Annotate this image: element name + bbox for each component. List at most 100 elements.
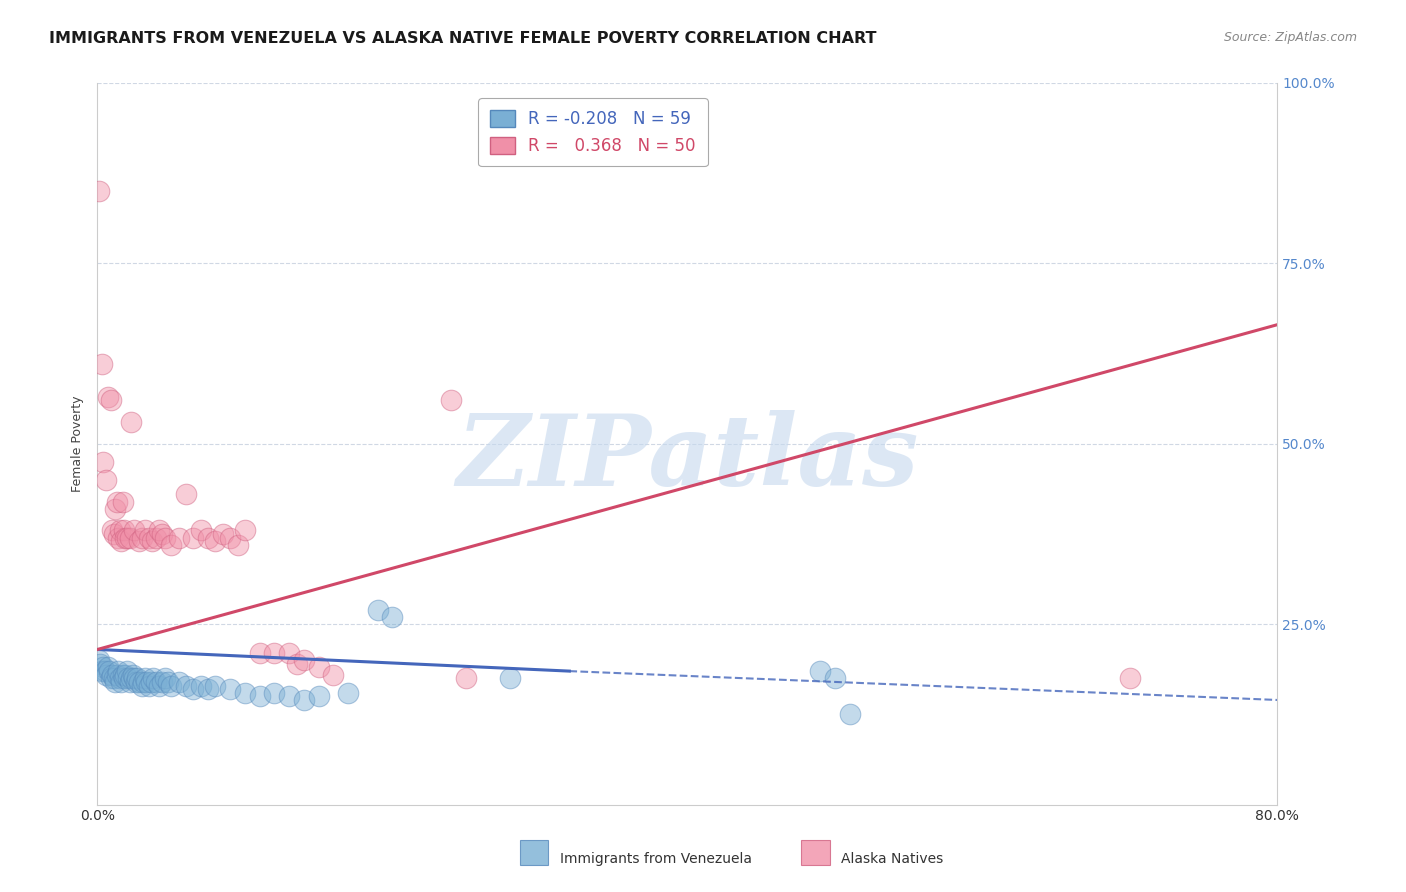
Point bbox=[104, 501, 127, 516]
Point bbox=[87, 653, 110, 667]
Point bbox=[337, 686, 360, 700]
Point bbox=[96, 473, 118, 487]
Point bbox=[150, 527, 173, 541]
Point bbox=[108, 524, 131, 538]
Point bbox=[134, 524, 156, 538]
Point bbox=[103, 527, 125, 541]
Point bbox=[292, 693, 315, 707]
Point bbox=[322, 667, 344, 681]
Point bbox=[456, 671, 478, 685]
Point bbox=[197, 531, 219, 545]
Point bbox=[114, 667, 136, 681]
Point bbox=[174, 487, 197, 501]
Point bbox=[115, 664, 138, 678]
Point bbox=[211, 527, 233, 541]
Point bbox=[127, 671, 149, 685]
Point bbox=[838, 707, 860, 722]
Point bbox=[148, 524, 170, 538]
Point bbox=[128, 674, 150, 689]
Point bbox=[233, 524, 256, 538]
Point bbox=[90, 358, 112, 372]
Point bbox=[308, 690, 330, 704]
Point bbox=[157, 674, 180, 689]
Point bbox=[190, 524, 212, 538]
Point bbox=[174, 679, 197, 693]
Point bbox=[381, 610, 404, 624]
Point bbox=[111, 667, 134, 681]
Point bbox=[124, 671, 146, 685]
Point bbox=[107, 531, 129, 545]
Text: IMMIGRANTS FROM VENEZUELA VS ALASKA NATIVE FEMALE POVERTY CORRELATION CHART: IMMIGRANTS FROM VENEZUELA VS ALASKA NATI… bbox=[49, 31, 877, 46]
Point bbox=[808, 664, 831, 678]
Text: Alaska Natives: Alaska Natives bbox=[841, 852, 943, 866]
Point bbox=[308, 660, 330, 674]
Point bbox=[120, 671, 142, 685]
Text: ZIPatlas: ZIPatlas bbox=[456, 410, 918, 507]
Point bbox=[111, 494, 134, 508]
Point bbox=[104, 674, 127, 689]
Text: Source: ZipAtlas.com: Source: ZipAtlas.com bbox=[1223, 31, 1357, 45]
Point bbox=[167, 674, 190, 689]
Point bbox=[155, 671, 177, 685]
Point bbox=[112, 524, 135, 538]
Point bbox=[131, 531, 153, 545]
Point bbox=[824, 671, 846, 685]
Y-axis label: Female Poverty: Female Poverty bbox=[72, 395, 84, 492]
Point bbox=[233, 686, 256, 700]
Point bbox=[118, 674, 141, 689]
Text: Immigrants from Venezuela: Immigrants from Venezuela bbox=[560, 852, 752, 866]
Point bbox=[167, 531, 190, 545]
Point bbox=[132, 674, 155, 689]
Point bbox=[190, 679, 212, 693]
Point bbox=[107, 664, 129, 678]
Point bbox=[197, 682, 219, 697]
Point bbox=[135, 674, 157, 689]
Legend: R = -0.208   N = 59, R =   0.368   N = 50: R = -0.208 N = 59, R = 0.368 N = 50 bbox=[478, 98, 707, 167]
Point bbox=[138, 531, 160, 545]
Point bbox=[141, 534, 163, 549]
Point bbox=[219, 531, 242, 545]
Point bbox=[103, 671, 125, 685]
Point bbox=[204, 534, 226, 549]
Point bbox=[139, 674, 162, 689]
Point bbox=[367, 603, 389, 617]
Point bbox=[263, 646, 285, 660]
Point bbox=[249, 646, 271, 660]
Point bbox=[124, 524, 146, 538]
Point bbox=[101, 667, 124, 681]
Point bbox=[105, 667, 128, 681]
Point bbox=[142, 671, 165, 685]
Point bbox=[91, 660, 114, 674]
Point bbox=[263, 686, 285, 700]
Point bbox=[181, 682, 204, 697]
Point bbox=[105, 494, 128, 508]
Point bbox=[145, 674, 167, 689]
Point bbox=[128, 534, 150, 549]
Point bbox=[131, 679, 153, 693]
Point bbox=[97, 390, 120, 404]
Point bbox=[90, 664, 112, 678]
Point bbox=[292, 653, 315, 667]
Point bbox=[101, 524, 124, 538]
Point bbox=[118, 531, 141, 545]
Point bbox=[160, 679, 183, 693]
Point bbox=[89, 657, 111, 671]
Point bbox=[145, 531, 167, 545]
Point bbox=[91, 455, 114, 469]
Point bbox=[110, 534, 132, 549]
Point bbox=[278, 646, 301, 660]
Point bbox=[114, 531, 136, 545]
Point bbox=[160, 538, 183, 552]
Point bbox=[87, 184, 110, 198]
Point bbox=[121, 667, 143, 681]
Point bbox=[117, 671, 139, 685]
Point bbox=[150, 674, 173, 689]
Point bbox=[100, 671, 122, 685]
Point bbox=[94, 664, 117, 678]
Point bbox=[100, 393, 122, 408]
Point bbox=[219, 682, 242, 697]
Point bbox=[125, 674, 148, 689]
Point bbox=[134, 671, 156, 685]
Point bbox=[110, 674, 132, 689]
Point bbox=[278, 690, 301, 704]
